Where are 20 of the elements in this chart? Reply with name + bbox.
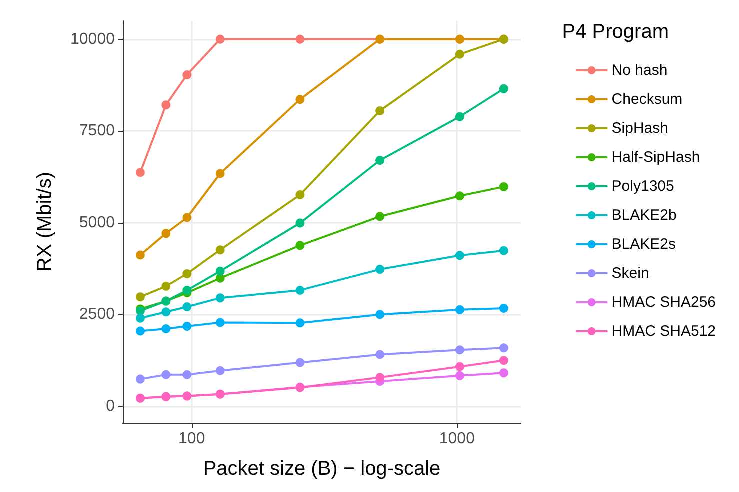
legend-label: Poly1305 [612,178,674,195]
legend-label: HMAC SHA256 [612,294,716,311]
x-axis-title: Packet size (B) − log-scale [203,458,441,480]
x-tick-label: 1000 [439,430,476,448]
y-tick-label: 2500 [79,306,116,324]
legend-label: BLAKE2s [612,236,676,253]
y-tick-label: 5000 [79,214,116,232]
y-axis-title: RX (Mbit/s) [34,172,56,272]
legend-label: No hash [612,62,668,79]
legend-label: HMAC SHA512 [612,323,716,340]
legend-label: BLAKE2b [612,207,677,224]
y-tick-label: 0 [106,398,116,415]
legend-label: SipHash [612,120,668,137]
y-tick-label: 7500 [79,122,116,140]
legend-label: Checksum [612,91,683,108]
y-tick-label: 10000 [70,30,116,48]
legend-title: P4 Program [562,21,670,43]
legend-label: Skein [612,265,650,282]
x-tick-label: 100 [178,430,206,448]
legend-label: Half-SipHash [612,149,700,166]
